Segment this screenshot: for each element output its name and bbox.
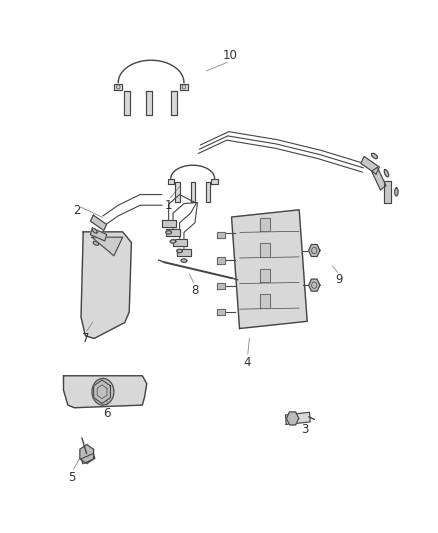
Text: 4: 4: [244, 356, 251, 369]
Polygon shape: [93, 241, 99, 245]
Polygon shape: [166, 231, 171, 234]
Polygon shape: [94, 380, 110, 403]
Text: 7: 7: [81, 332, 89, 345]
Polygon shape: [146, 91, 152, 115]
Polygon shape: [171, 91, 177, 115]
Polygon shape: [80, 445, 94, 464]
Polygon shape: [181, 259, 187, 262]
Polygon shape: [162, 221, 176, 227]
Polygon shape: [92, 229, 97, 233]
Polygon shape: [217, 283, 225, 289]
Polygon shape: [90, 228, 107, 241]
Polygon shape: [308, 279, 320, 291]
Text: 6: 6: [103, 407, 111, 419]
Polygon shape: [217, 257, 225, 264]
Polygon shape: [180, 84, 188, 90]
Polygon shape: [173, 239, 187, 246]
Circle shape: [92, 378, 114, 405]
Polygon shape: [259, 269, 270, 282]
Polygon shape: [206, 182, 210, 202]
Polygon shape: [361, 157, 379, 174]
Polygon shape: [177, 249, 191, 256]
Polygon shape: [167, 179, 174, 184]
Text: 3: 3: [301, 423, 308, 435]
Polygon shape: [114, 84, 122, 90]
Polygon shape: [170, 240, 176, 243]
Polygon shape: [166, 230, 180, 237]
Polygon shape: [372, 167, 386, 190]
Polygon shape: [395, 188, 398, 196]
Text: 8: 8: [191, 284, 198, 297]
Polygon shape: [92, 237, 123, 256]
Text: 10: 10: [223, 50, 237, 62]
Polygon shape: [259, 294, 270, 308]
Polygon shape: [371, 154, 378, 159]
Polygon shape: [217, 232, 225, 238]
Polygon shape: [385, 181, 391, 203]
Polygon shape: [124, 91, 130, 115]
Polygon shape: [64, 376, 147, 408]
Polygon shape: [286, 413, 310, 424]
Text: 1: 1: [165, 199, 173, 212]
Polygon shape: [191, 182, 195, 202]
Polygon shape: [286, 412, 299, 425]
Polygon shape: [259, 243, 270, 256]
Polygon shape: [91, 215, 106, 230]
Polygon shape: [217, 309, 225, 315]
Text: 2: 2: [73, 204, 81, 217]
Polygon shape: [81, 232, 131, 338]
Polygon shape: [308, 245, 320, 256]
Polygon shape: [211, 179, 218, 184]
Polygon shape: [81, 454, 95, 464]
Polygon shape: [232, 210, 307, 328]
Polygon shape: [177, 249, 182, 253]
Text: 5: 5: [69, 471, 76, 483]
Polygon shape: [384, 169, 389, 177]
Polygon shape: [259, 217, 270, 231]
Polygon shape: [175, 182, 180, 202]
Text: 9: 9: [336, 273, 343, 286]
